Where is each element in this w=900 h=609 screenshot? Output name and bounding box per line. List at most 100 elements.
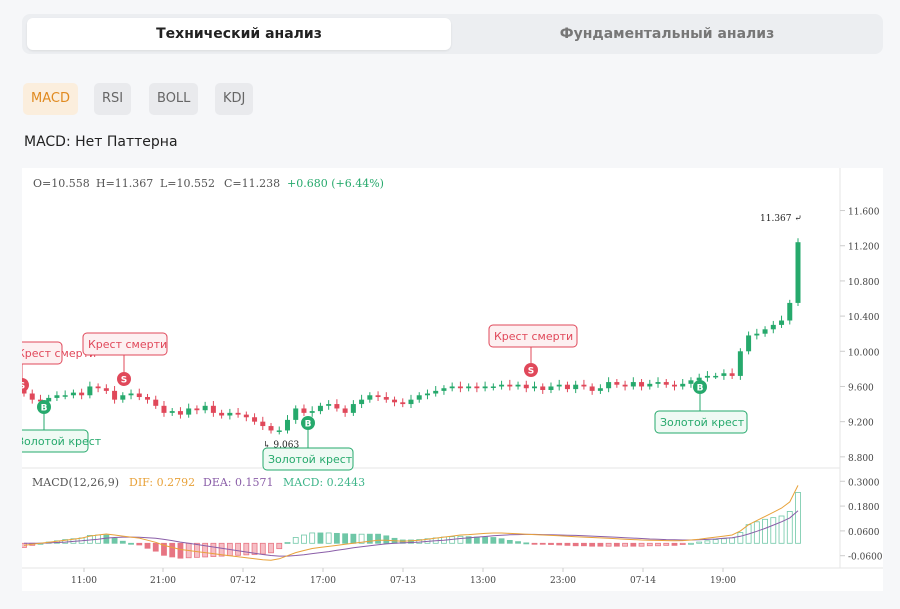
candle[interactable] [392, 399, 398, 403]
indicator-chip-macd[interactable]: MACD [23, 83, 78, 115]
candle[interactable] [260, 421, 266, 427]
candle[interactable] [317, 405, 323, 412]
candle[interactable] [62, 395, 68, 397]
candle[interactable] [573, 384, 579, 390]
indicator-chip-boll[interactable]: BOLL [149, 83, 199, 115]
tab-technical-analysis[interactable]: Технический анализ [27, 18, 451, 50]
candle[interactable] [136, 393, 142, 398]
signal-label-box[interactable] [488, 324, 578, 348]
candle[interactable] [161, 405, 167, 413]
candle[interactable] [186, 408, 192, 415]
candle[interactable] [46, 397, 52, 402]
candle[interactable] [671, 384, 677, 387]
candle[interactable] [474, 386, 480, 389]
candle[interactable] [729, 373, 735, 376]
candle[interactable] [29, 393, 35, 400]
candle[interactable] [194, 408, 200, 411]
candle[interactable] [128, 393, 134, 396]
candle[interactable] [252, 417, 258, 422]
candle[interactable] [532, 386, 538, 389]
candle[interactable] [614, 382, 620, 385]
candle[interactable] [606, 382, 612, 389]
candle[interactable] [515, 384, 521, 387]
candle[interactable] [243, 414, 249, 418]
candle[interactable] [441, 388, 447, 391]
candle[interactable] [696, 377, 702, 381]
candle[interactable] [630, 382, 636, 387]
candle[interactable] [466, 386, 472, 389]
candle[interactable] [507, 384, 513, 387]
tab-fundamental-analysis[interactable]: Фундаментальный анализ [559, 26, 775, 42]
price-chart[interactable]: 11.367 ⤶ ↳ 9.063 Крест смерти S Золотой кре… [22, 168, 883, 591]
candle[interactable] [680, 383, 686, 387]
candle[interactable] [424, 393, 430, 396]
chart-svg[interactable]: 11.367 ⤶ ↳ 9.063 Крест смерти S Золотой кре… [22, 168, 883, 591]
candle[interactable] [581, 384, 587, 387]
candle[interactable] [523, 384, 529, 389]
candle[interactable] [22, 389, 27, 394]
candle[interactable] [54, 395, 60, 398]
candle[interactable] [120, 395, 126, 400]
candle[interactable] [383, 397, 389, 400]
candle[interactable] [350, 404, 356, 413]
candle[interactable] [704, 375, 710, 378]
indicator-chip-kdj[interactable]: KDJ [215, 83, 254, 115]
candle[interactable] [663, 382, 669, 385]
candle[interactable] [375, 395, 381, 398]
candle[interactable] [482, 386, 488, 389]
candle[interactable] [597, 388, 603, 391]
candle[interactable] [795, 242, 801, 303]
candle[interactable] [762, 329, 768, 334]
candle[interactable] [276, 430, 282, 432]
candle[interactable] [433, 390, 439, 394]
candle[interactable] [548, 386, 554, 390]
candle[interactable] [737, 351, 743, 376]
candle[interactable] [457, 386, 463, 389]
candle[interactable] [770, 324, 776, 330]
candle[interactable] [449, 386, 455, 389]
candle[interactable] [177, 411, 183, 415]
indicator-chip-rsi[interactable]: RSI [94, 83, 132, 115]
candle[interactable] [145, 397, 151, 400]
signal-label-box[interactable] [262, 447, 354, 471]
candle[interactable] [754, 333, 760, 336]
candle[interactable] [787, 302, 793, 321]
candle[interactable] [284, 419, 290, 431]
candle[interactable] [70, 392, 76, 396]
candle[interactable] [400, 402, 406, 405]
candle[interactable] [210, 405, 216, 413]
candle[interactable] [342, 408, 348, 413]
buy-signal-icon[interactable] [37, 400, 51, 414]
candle[interactable] [589, 386, 595, 391]
candle[interactable] [490, 386, 496, 388]
candle[interactable] [367, 395, 373, 400]
candle[interactable] [95, 386, 101, 389]
candle[interactable] [301, 408, 307, 413]
candle[interactable] [202, 405, 208, 411]
candle[interactable] [235, 412, 241, 415]
candle[interactable] [688, 380, 694, 384]
signal-label-box[interactable] [22, 341, 63, 365]
candle[interactable] [326, 404, 332, 406]
sell-signal-icon[interactable] [524, 363, 538, 377]
candle[interactable] [37, 399, 43, 402]
candle[interactable] [153, 399, 159, 406]
signal-label-box[interactable] [22, 429, 89, 453]
candle[interactable] [268, 426, 274, 431]
candle[interactable] [103, 388, 109, 391]
candle[interactable] [416, 395, 422, 400]
candle[interactable] [499, 384, 505, 387]
candle[interactable] [87, 386, 93, 396]
candle[interactable] [655, 382, 661, 384]
candle[interactable] [293, 408, 299, 420]
candle[interactable] [713, 375, 719, 378]
candle[interactable] [721, 373, 727, 376]
candle[interactable] [639, 382, 645, 387]
candle[interactable] [622, 384, 628, 387]
candle[interactable] [647, 383, 653, 387]
candle[interactable] [408, 399, 414, 405]
signal-label-box[interactable] [82, 332, 168, 356]
candle[interactable] [359, 399, 365, 405]
candle[interactable] [79, 392, 85, 396]
candle[interactable] [219, 412, 225, 416]
